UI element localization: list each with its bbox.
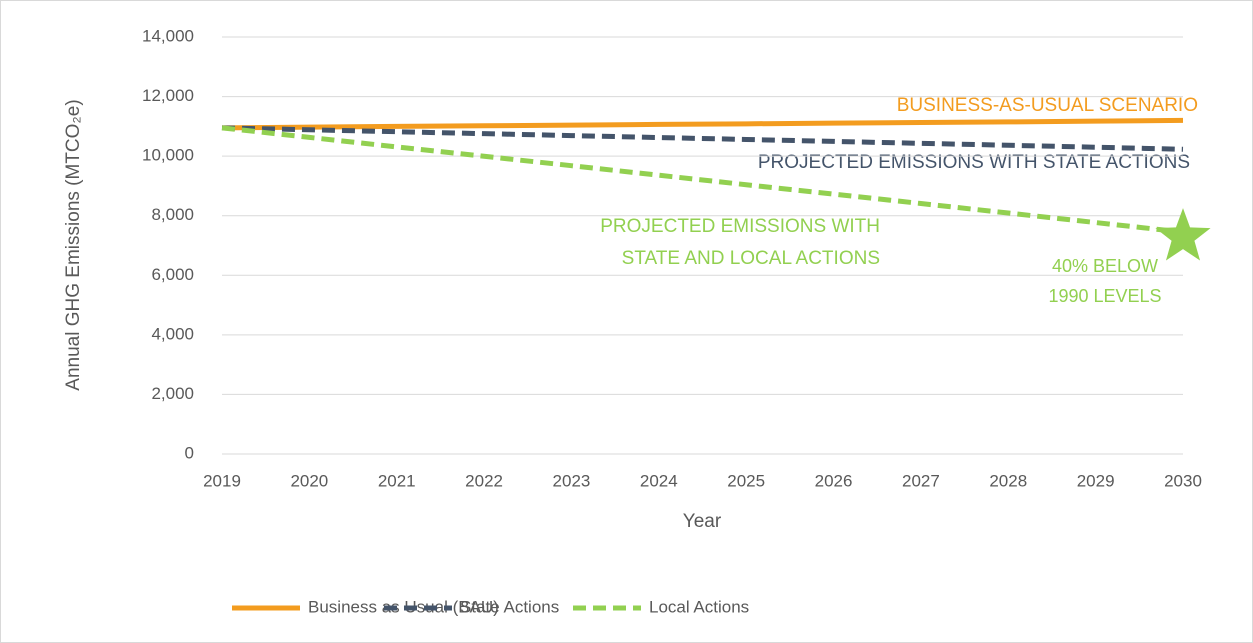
x-tick-label: 2022 (465, 471, 503, 490)
y-tick-label: 8,000 (151, 205, 194, 224)
x-tick-label: 2024 (640, 471, 678, 490)
x-tick-label: 2025 (727, 471, 765, 490)
y-axis-label: Annual GHG Emissions (MTCO₂e) (63, 99, 84, 390)
series-line (221, 117, 1184, 131)
target-star (1155, 208, 1211, 261)
legend-label: Business as Usual (BAU) (308, 597, 499, 616)
legend-label: State Actions (460, 597, 559, 616)
annotation: 1990 LEVELS (1048, 286, 1161, 306)
series-line (221, 125, 1184, 152)
y-tick-label: 0 (185, 443, 194, 462)
y-tick-label: 14,000 (142, 26, 194, 45)
annotation: 40% BELOW (1052, 256, 1158, 276)
annotation: PROJECTED EMISSIONS WITH (600, 216, 880, 237)
x-axis-label: Year (683, 511, 722, 532)
x-tick-label: 2026 (815, 471, 853, 490)
x-tick-label: 2027 (902, 471, 940, 490)
x-tick-label: 2028 (989, 471, 1027, 490)
x-tick-label: 2019 (203, 471, 241, 490)
annotation: STATE AND LOCAL ACTIONS (622, 248, 880, 269)
annotation: PROJECTED EMISSIONS WITH STATE ACTIONS (758, 152, 1190, 173)
y-tick-label: 12,000 (142, 86, 194, 105)
y-tick-label: 2,000 (151, 384, 194, 403)
y-tick-label: 4,000 (151, 324, 194, 343)
x-tick-label: 2030 (1164, 471, 1202, 490)
x-tick-label: 2020 (290, 471, 328, 490)
y-tick-label: 6,000 (151, 265, 194, 284)
series-line (221, 125, 1184, 235)
y-tick-label: 10,000 (142, 146, 194, 165)
annotation: BUSINESS-AS-USUAL SCENARIO (897, 95, 1198, 116)
x-tick-label: 2021 (378, 471, 416, 490)
legend-label: Local Actions (649, 597, 749, 616)
x-tick-label: 2029 (1077, 471, 1115, 490)
x-tick-label: 2023 (553, 471, 591, 490)
